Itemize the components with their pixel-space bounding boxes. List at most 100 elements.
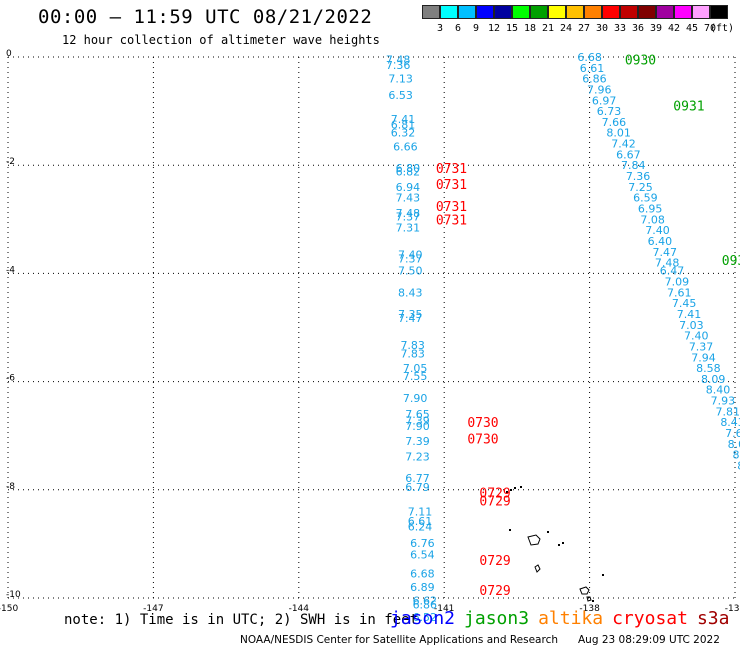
legend-swatch bbox=[656, 5, 674, 19]
legend-label: 42 bbox=[667, 23, 681, 34]
pass-time-label: 0731 bbox=[436, 200, 467, 215]
wave-height-label: 6.73 bbox=[597, 105, 622, 118]
pass-time-label: 0729 bbox=[479, 495, 510, 510]
pass-time-label: 0730 bbox=[467, 416, 498, 431]
island-nuku-hiva-icon bbox=[527, 534, 541, 546]
wave-height-label: 7.69 bbox=[725, 427, 740, 440]
legend-swatch bbox=[638, 5, 656, 19]
footer-credit: NOAA/NESDIS Center for Satellite Applica… bbox=[240, 634, 558, 646]
wave-height-label: 7.39 bbox=[405, 415, 430, 428]
legend-label: 27 bbox=[577, 23, 591, 34]
wave-height-label: 6.61 bbox=[408, 515, 433, 528]
pass-time-label: 0729 bbox=[479, 487, 510, 502]
legend-label: 30 bbox=[595, 23, 609, 34]
satellite-label-cryosat: cryosat bbox=[612, 608, 688, 629]
wave-height-label: 7.40 bbox=[645, 224, 670, 237]
legend-swatch bbox=[692, 5, 710, 19]
legend-swatch bbox=[512, 5, 530, 19]
wave-height-label: 7.11 bbox=[408, 505, 433, 518]
wave-height-label: 7.13 bbox=[388, 73, 413, 86]
wave-height-label: 7.48 bbox=[396, 207, 421, 220]
wave-height-label: 8.40 bbox=[706, 384, 731, 397]
legend-label: 33 bbox=[613, 23, 627, 34]
wave-height-label: 6.76 bbox=[410, 537, 435, 550]
pass-time-label: 0729 bbox=[479, 554, 510, 569]
atoll-dots bbox=[506, 486, 604, 602]
legend-swatch bbox=[476, 5, 494, 19]
legend-swatch bbox=[440, 5, 458, 19]
grid-lines bbox=[7, 56, 736, 599]
wave-height-label: 8.03 bbox=[728, 438, 740, 451]
wave-height-label: 7.43 bbox=[396, 192, 421, 205]
wave-height-label: 6.32 bbox=[391, 127, 416, 140]
wave-height-label: 7.35 bbox=[398, 308, 423, 321]
wave-height-label: 7.83 bbox=[400, 339, 425, 352]
lat-tick-label: -10 bbox=[6, 590, 21, 600]
legend-label: 3 bbox=[436, 23, 444, 34]
wave-height-label: 6.81 bbox=[391, 119, 416, 132]
wave-height-label: 7.37 bbox=[689, 340, 714, 353]
lat-tick-label: -4 bbox=[6, 265, 15, 275]
legend-label: 24 bbox=[559, 23, 573, 34]
lon-tick-label: -141 bbox=[434, 604, 454, 614]
wave-height-label: 6.68 bbox=[577, 51, 602, 64]
footer-timestamp: Aug 23 08:29:09 UTC 2022 bbox=[578, 634, 720, 646]
wave-height-label: 6.40 bbox=[648, 235, 673, 248]
pass-time-label: 0730 bbox=[467, 432, 498, 447]
wave-height-label: 6.86 bbox=[582, 73, 607, 86]
wave-height-label: 7.90 bbox=[405, 420, 430, 433]
axis-tick-labels: 0 -2 -4 -6 -8 -10 -150 -147 -144 -141 -138 -135 bbox=[0, 49, 740, 614]
lon-tick-label: -150 bbox=[0, 604, 18, 614]
legend-swatch bbox=[530, 5, 548, 19]
legend-label: 21 bbox=[541, 23, 555, 34]
wave-height-label: 7.48 bbox=[386, 54, 411, 67]
wave-height-label: 6.67 bbox=[616, 148, 641, 161]
wave-height-label: 6.47 bbox=[660, 265, 685, 278]
wave-height-label: 7.65 bbox=[405, 408, 430, 421]
island-ua-pou-icon bbox=[534, 564, 541, 573]
wave-height-label: 8.58 bbox=[696, 362, 721, 375]
wave-height-label: 7.09 bbox=[665, 276, 690, 289]
wave-height-label: 8.01 bbox=[737, 459, 740, 472]
wave-height-label: 7.40 bbox=[398, 248, 423, 261]
lat-tick-label: -6 bbox=[6, 374, 15, 384]
island-hiva-oa-icon bbox=[579, 586, 590, 595]
altimeter-tracks: 7.487.367.136.537.416.816.326.666.806.82… bbox=[386, 51, 740, 624]
wave-height-label: 6.89 bbox=[410, 581, 435, 594]
wave-height-label: 6.52 bbox=[413, 611, 438, 624]
wave-height-label: 7.41 bbox=[677, 308, 702, 321]
lon-tick-label: -147 bbox=[143, 604, 163, 614]
wave-height-label: 6.61 bbox=[580, 62, 605, 75]
wave-height-label: 6.94 bbox=[396, 181, 421, 194]
satellite-label-altika: altika bbox=[538, 608, 604, 629]
wave-height-label: 6.59 bbox=[633, 192, 658, 205]
lat-tick-label: -8 bbox=[6, 482, 15, 492]
legend-label: 6 bbox=[454, 23, 462, 34]
lon-tick-label: -138 bbox=[579, 604, 600, 614]
wave-height-label: 7.81 bbox=[715, 405, 740, 418]
wave-height-label: 7.39 bbox=[405, 435, 430, 448]
wave-height-label: 7.42 bbox=[611, 138, 636, 151]
legend-label: 12 bbox=[487, 23, 501, 34]
wave-height-label: 7.84 bbox=[621, 159, 646, 172]
pass-time-label: 0930 bbox=[625, 54, 656, 69]
wave-height-label: 6.68 bbox=[410, 568, 435, 581]
wave-height-label: 7.05 bbox=[403, 362, 428, 375]
legend-label: 39 bbox=[649, 23, 663, 34]
legend-swatch bbox=[548, 5, 566, 19]
satellite-key: jason2 jason3 altika cryosat s3a bbox=[390, 608, 738, 629]
wave-height-label: 7.47 bbox=[398, 312, 423, 325]
wave-height-label: 7.61 bbox=[667, 286, 692, 299]
wave-height-label: 6.77 bbox=[405, 472, 430, 485]
wave-height-label: 7.96 bbox=[587, 83, 612, 96]
legend-label: 15 bbox=[505, 23, 519, 34]
wave-height-label: 7.36 bbox=[626, 170, 651, 183]
wave-height-label: 6.62 bbox=[413, 595, 438, 608]
pass-time-label: 0931 bbox=[673, 100, 704, 115]
wave-height-label: 6.79 bbox=[405, 481, 430, 494]
wave-height-label: 8.43 bbox=[398, 286, 423, 299]
wave-height-label: 6.80 bbox=[396, 162, 421, 175]
wave-height-label: 7.37 bbox=[396, 211, 421, 224]
wave-height-label: 6.54 bbox=[410, 549, 435, 562]
legend-label: 45 bbox=[685, 23, 699, 34]
